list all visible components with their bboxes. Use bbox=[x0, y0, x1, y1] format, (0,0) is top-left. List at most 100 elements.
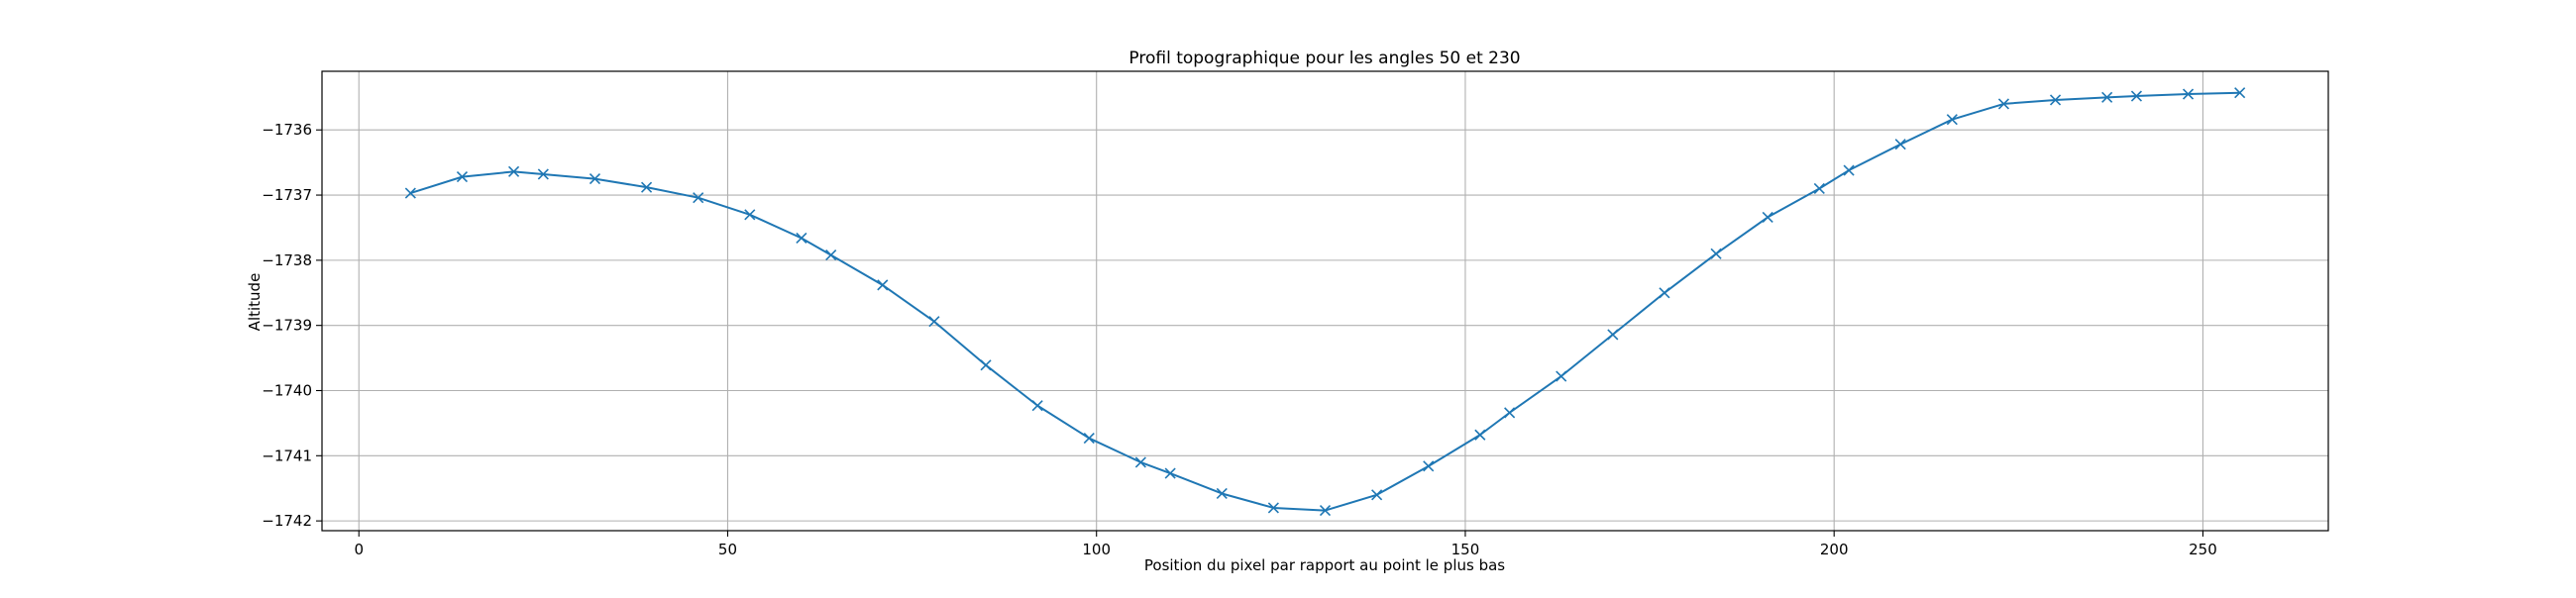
data-point bbox=[641, 181, 653, 193]
marker-stroke bbox=[1997, 98, 2009, 110]
marker-stroke bbox=[1216, 487, 1228, 500]
marker-stroke bbox=[2234, 87, 2246, 99]
y-tick-label: −1737 bbox=[262, 186, 312, 204]
marker-stroke bbox=[589, 173, 601, 185]
marker-stroke bbox=[1607, 329, 1619, 341]
marker-stroke bbox=[1267, 502, 1279, 514]
data-point bbox=[2049, 94, 2062, 106]
plot-frame bbox=[321, 70, 2329, 532]
marker-stroke bbox=[1894, 139, 1906, 150]
x-tick-label: 0 bbox=[354, 541, 364, 558]
data-point bbox=[744, 209, 756, 221]
data-point bbox=[1267, 502, 1279, 514]
data-point bbox=[1762, 211, 1773, 223]
axes: 0 50 100 150 200 250 −1742 −1741 −1740 −1739 −1738… bbox=[262, 70, 2329, 558]
y-tick-label: −1736 bbox=[262, 121, 312, 139]
data-point bbox=[2130, 90, 2142, 102]
marker-stroke bbox=[1659, 287, 1670, 299]
y-axis-label: Altitude bbox=[246, 273, 264, 332]
data-point bbox=[1504, 407, 1516, 419]
data-point bbox=[1997, 98, 2009, 110]
data-point bbox=[928, 316, 940, 328]
marker-stroke bbox=[1843, 164, 1855, 176]
data-point bbox=[1083, 432, 1095, 445]
marker-stroke bbox=[2101, 91, 2113, 103]
x-axis-label: Position du pixel par rapport au point l… bbox=[1144, 556, 1505, 574]
marker-stroke bbox=[1164, 467, 1176, 479]
data-point bbox=[825, 249, 837, 261]
data-point bbox=[404, 187, 416, 199]
data-point bbox=[1813, 182, 1825, 195]
data-point bbox=[589, 173, 601, 185]
data-point bbox=[1710, 248, 1722, 259]
marker-stroke bbox=[1371, 489, 1383, 501]
data-point bbox=[1659, 287, 1670, 299]
marker-stroke bbox=[928, 316, 940, 328]
marker-stroke bbox=[693, 192, 704, 204]
marker-stroke bbox=[456, 171, 469, 183]
marker-stroke bbox=[1319, 505, 1332, 517]
data-point bbox=[693, 192, 704, 204]
data-point bbox=[1556, 370, 1567, 382]
chart-text: Profil topographique pour les angles 50 … bbox=[246, 49, 1521, 574]
marker-stroke bbox=[1710, 248, 1722, 259]
x-tick-label: 100 bbox=[1082, 541, 1111, 558]
marker-stroke bbox=[1423, 460, 1435, 472]
data-point bbox=[1894, 139, 1906, 150]
data-point bbox=[1843, 164, 1855, 176]
data-point bbox=[1474, 429, 1486, 441]
marker-stroke bbox=[825, 249, 837, 261]
y-tick-label: −1740 bbox=[262, 381, 312, 399]
data-point bbox=[1946, 114, 1958, 126]
y-tick-label: −1742 bbox=[262, 512, 312, 530]
data-point bbox=[456, 171, 469, 183]
marker-stroke bbox=[1031, 400, 1043, 412]
data-point bbox=[877, 279, 889, 291]
data-point bbox=[980, 359, 992, 371]
data-point bbox=[1164, 467, 1176, 479]
data-point bbox=[508, 165, 520, 177]
y-tick-label: −1741 bbox=[262, 447, 312, 464]
marker-stroke bbox=[537, 168, 549, 180]
data-point bbox=[1134, 456, 1146, 468]
x-tick-label: 200 bbox=[1820, 541, 1849, 558]
data-series bbox=[404, 87, 2246, 517]
data-point bbox=[1216, 487, 1228, 500]
data-point bbox=[2101, 91, 2113, 103]
marker-stroke bbox=[641, 181, 653, 193]
data-point bbox=[796, 232, 807, 245]
data-point bbox=[1607, 329, 1619, 341]
y-tick-label: −1738 bbox=[262, 251, 312, 269]
data-point bbox=[2182, 88, 2195, 100]
marker-stroke bbox=[1556, 370, 1567, 382]
data-point bbox=[1031, 400, 1043, 412]
x-tick-label: 50 bbox=[718, 541, 737, 558]
y-tick-label: −1739 bbox=[262, 317, 312, 335]
data-point bbox=[537, 168, 549, 180]
marker-stroke bbox=[1946, 114, 1958, 126]
marker-stroke bbox=[1504, 407, 1516, 419]
marker-stroke bbox=[404, 187, 416, 199]
x-tick-label: 150 bbox=[1451, 541, 1480, 558]
marker-stroke bbox=[1762, 211, 1773, 223]
marker-stroke bbox=[2182, 88, 2195, 100]
marker-stroke bbox=[508, 165, 520, 177]
data-point bbox=[1423, 460, 1435, 472]
marker-stroke bbox=[1083, 432, 1095, 445]
data-point bbox=[1371, 489, 1383, 501]
series-line bbox=[410, 91, 2240, 512]
marker-stroke bbox=[1134, 456, 1146, 468]
data-point bbox=[2234, 87, 2246, 99]
marker-stroke bbox=[744, 209, 756, 221]
marker-stroke bbox=[796, 232, 807, 245]
marker-stroke bbox=[2130, 90, 2142, 102]
data-point bbox=[1319, 505, 1332, 517]
marker-stroke bbox=[980, 359, 992, 371]
marker-stroke bbox=[1474, 429, 1486, 441]
marker-stroke bbox=[877, 279, 889, 291]
chart-title: Profil topographique pour les angles 50 … bbox=[1128, 49, 1520, 68]
x-tick-label: 250 bbox=[2189, 541, 2217, 558]
marker-stroke bbox=[2049, 94, 2062, 106]
